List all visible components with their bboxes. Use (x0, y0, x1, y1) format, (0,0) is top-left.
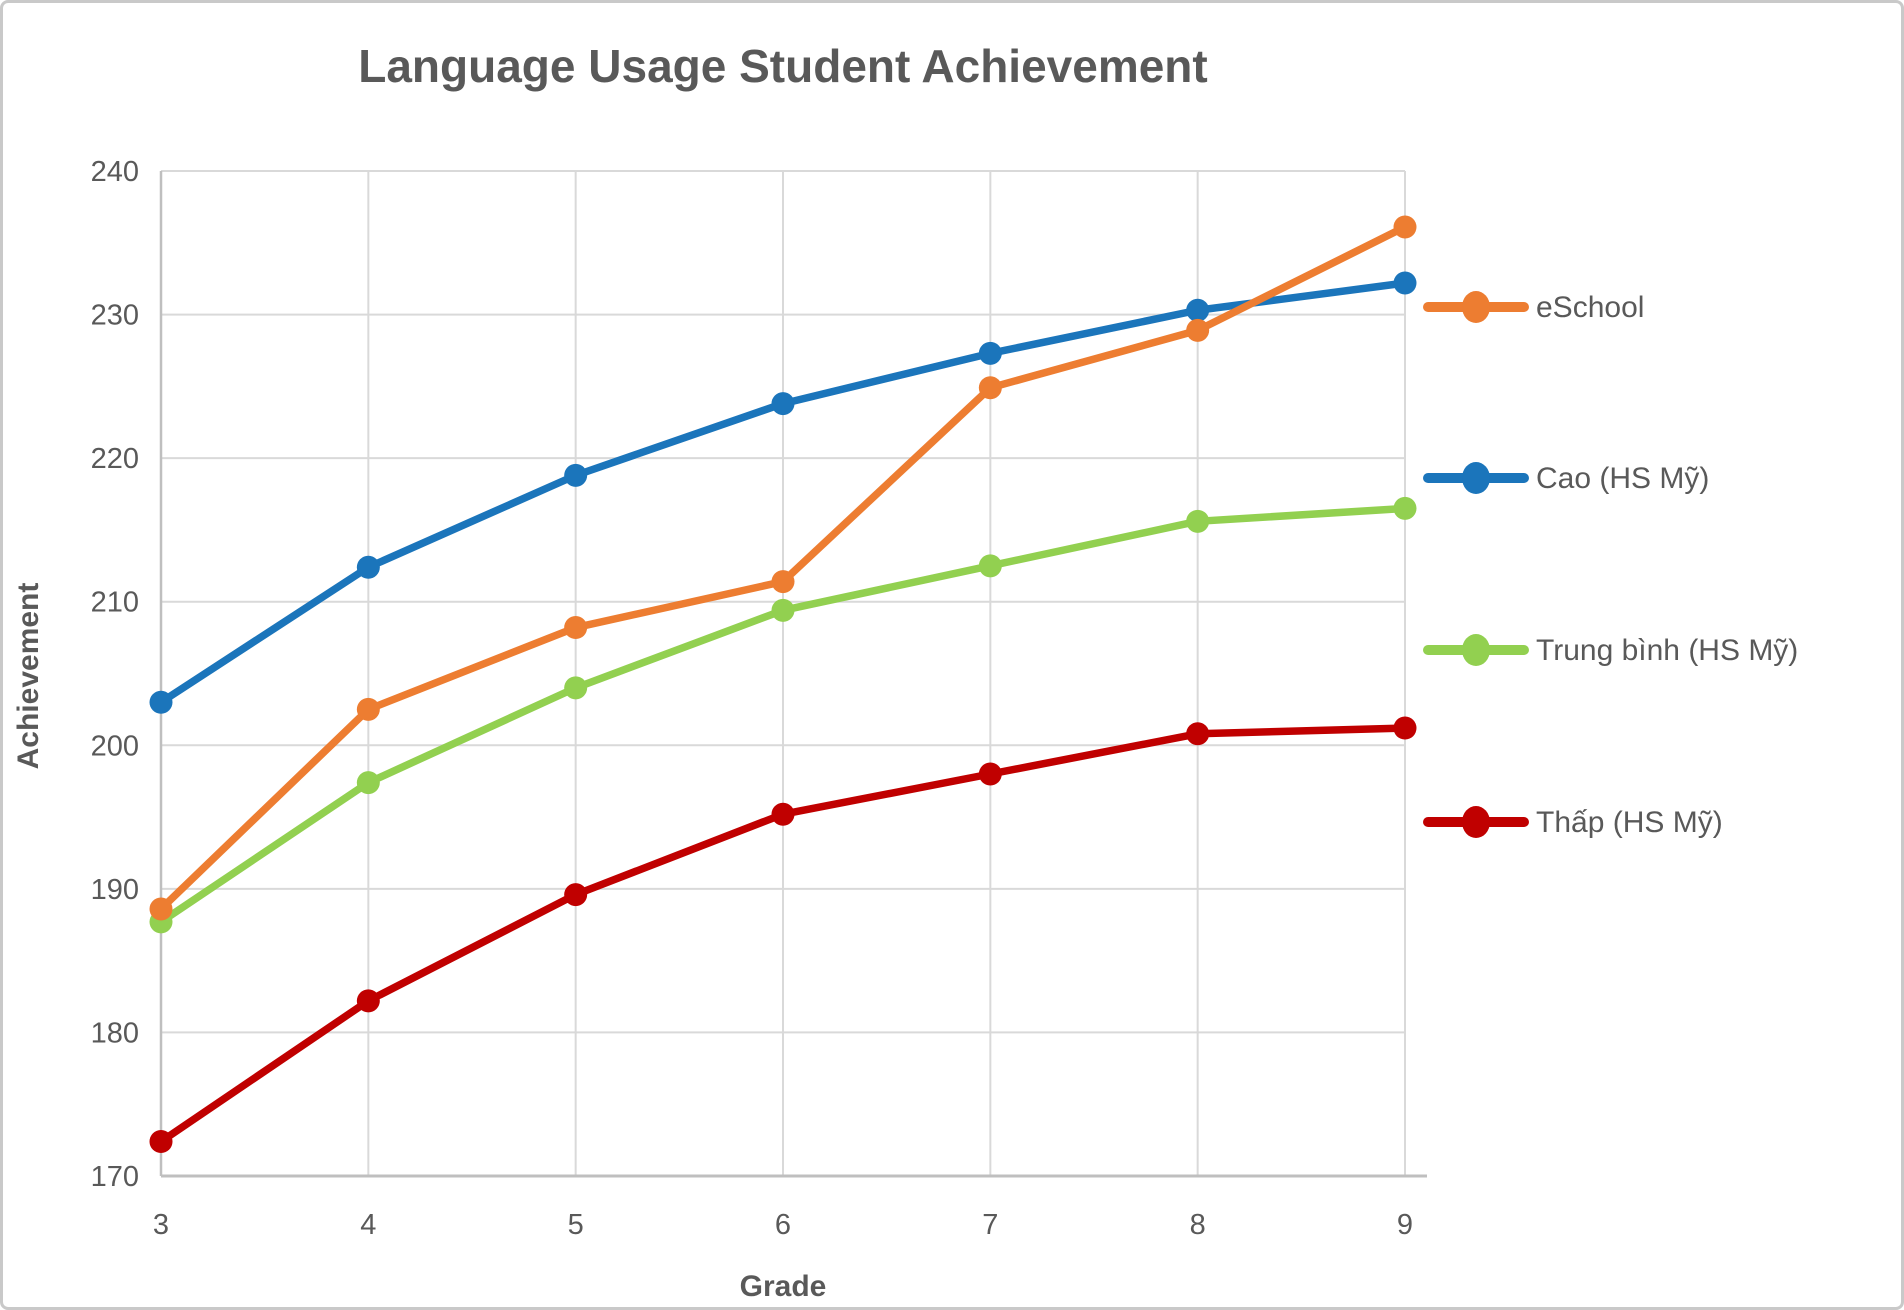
chart-title: Language Usage Student Achievement (358, 40, 1207, 92)
data-point-eSchool (978, 376, 1002, 400)
legend-marker-dot (1462, 291, 1490, 323)
x-tick-label: 5 (568, 1209, 584, 1241)
data-point-Thấp (HS Mỹ) (1186, 722, 1210, 746)
legend-label: Cao (HS Mỹ) (1536, 462, 1709, 495)
y-tick-label: 170 (91, 1161, 139, 1193)
legend-marker-dot (1462, 634, 1490, 666)
data-point-Trung bình (HS Mỹ) (978, 554, 1002, 578)
y-tick-label: 230 (91, 300, 139, 332)
legend-marker-dot (1462, 462, 1490, 494)
x-axis-title: Grade (740, 1270, 827, 1303)
data-point-Cao (HS Mỹ) (1393, 271, 1417, 295)
data-point-Thấp (HS Mỹ) (149, 1130, 173, 1154)
legend-marker-dot (1462, 806, 1490, 838)
series-lines (149, 215, 1417, 1154)
x-tick-label: 8 (1190, 1209, 1206, 1241)
legend-label: eSchool (1536, 291, 1644, 324)
data-point-eSchool (1393, 215, 1417, 239)
data-point-Trung bình (HS Mỹ) (771, 598, 795, 622)
y-tick-label: 200 (91, 730, 139, 762)
x-tick-label: 3 (153, 1209, 169, 1241)
data-point-Thấp (HS Mỹ) (356, 989, 380, 1013)
data-point-Trung bình (HS Mỹ) (564, 676, 588, 700)
data-point-Cao (HS Mỹ) (771, 392, 795, 416)
data-point-Cao (HS Mỹ) (356, 555, 380, 579)
data-point-eSchool (1186, 318, 1210, 342)
data-point-Thấp (HS Mỹ) (771, 802, 795, 826)
data-point-eSchool (356, 697, 380, 721)
data-point-Cao (HS Mỹ) (1186, 298, 1210, 322)
data-point-Thấp (HS Mỹ) (564, 883, 588, 907)
data-point-eSchool (771, 570, 795, 594)
legend: eSchool Cao (HS Mỹ) Trung bình (HS Mỹ) Thấp… (1423, 291, 1798, 839)
y-tick-label: 210 (91, 587, 139, 619)
data-point-Trung bình (HS Mỹ) (1393, 496, 1417, 520)
y-tick-label: 240 (91, 156, 139, 188)
data-point-Cao (HS Mỹ) (564, 463, 588, 487)
y-tick-label: 180 (91, 1017, 139, 1049)
y-tick-label: 190 (91, 874, 139, 906)
data-point-Cao (HS Mỹ) (149, 690, 173, 714)
tick-labels: 170 180 190 200 210 220 230 240 3 4 5 6 7 8 9 (91, 156, 1413, 1241)
data-point-Thấp (HS Mỹ) (978, 762, 1002, 786)
data-point-Trung bình (HS Mỹ) (356, 771, 380, 795)
data-point-Trung bình (HS Mỹ) (1186, 509, 1210, 533)
x-tick-label: 4 (360, 1209, 376, 1241)
legend-label: Thấp (HS Mỹ) (1536, 806, 1723, 839)
x-tick-label: 9 (1397, 1209, 1413, 1241)
y-tick-label: 220 (91, 443, 139, 475)
data-point-eSchool (149, 897, 173, 921)
axes (159, 171, 1427, 1178)
data-point-eSchool (564, 616, 588, 640)
data-point-Cao (HS Mỹ) (978, 341, 1002, 365)
x-tick-label: 6 (775, 1209, 791, 1241)
data-point-Thấp (HS Mỹ) (1393, 716, 1417, 740)
legend-label: Trung bình (HS Mỹ) (1536, 634, 1798, 667)
y-axis-title: Achievement (12, 583, 45, 770)
x-tick-label: 7 (982, 1209, 998, 1241)
